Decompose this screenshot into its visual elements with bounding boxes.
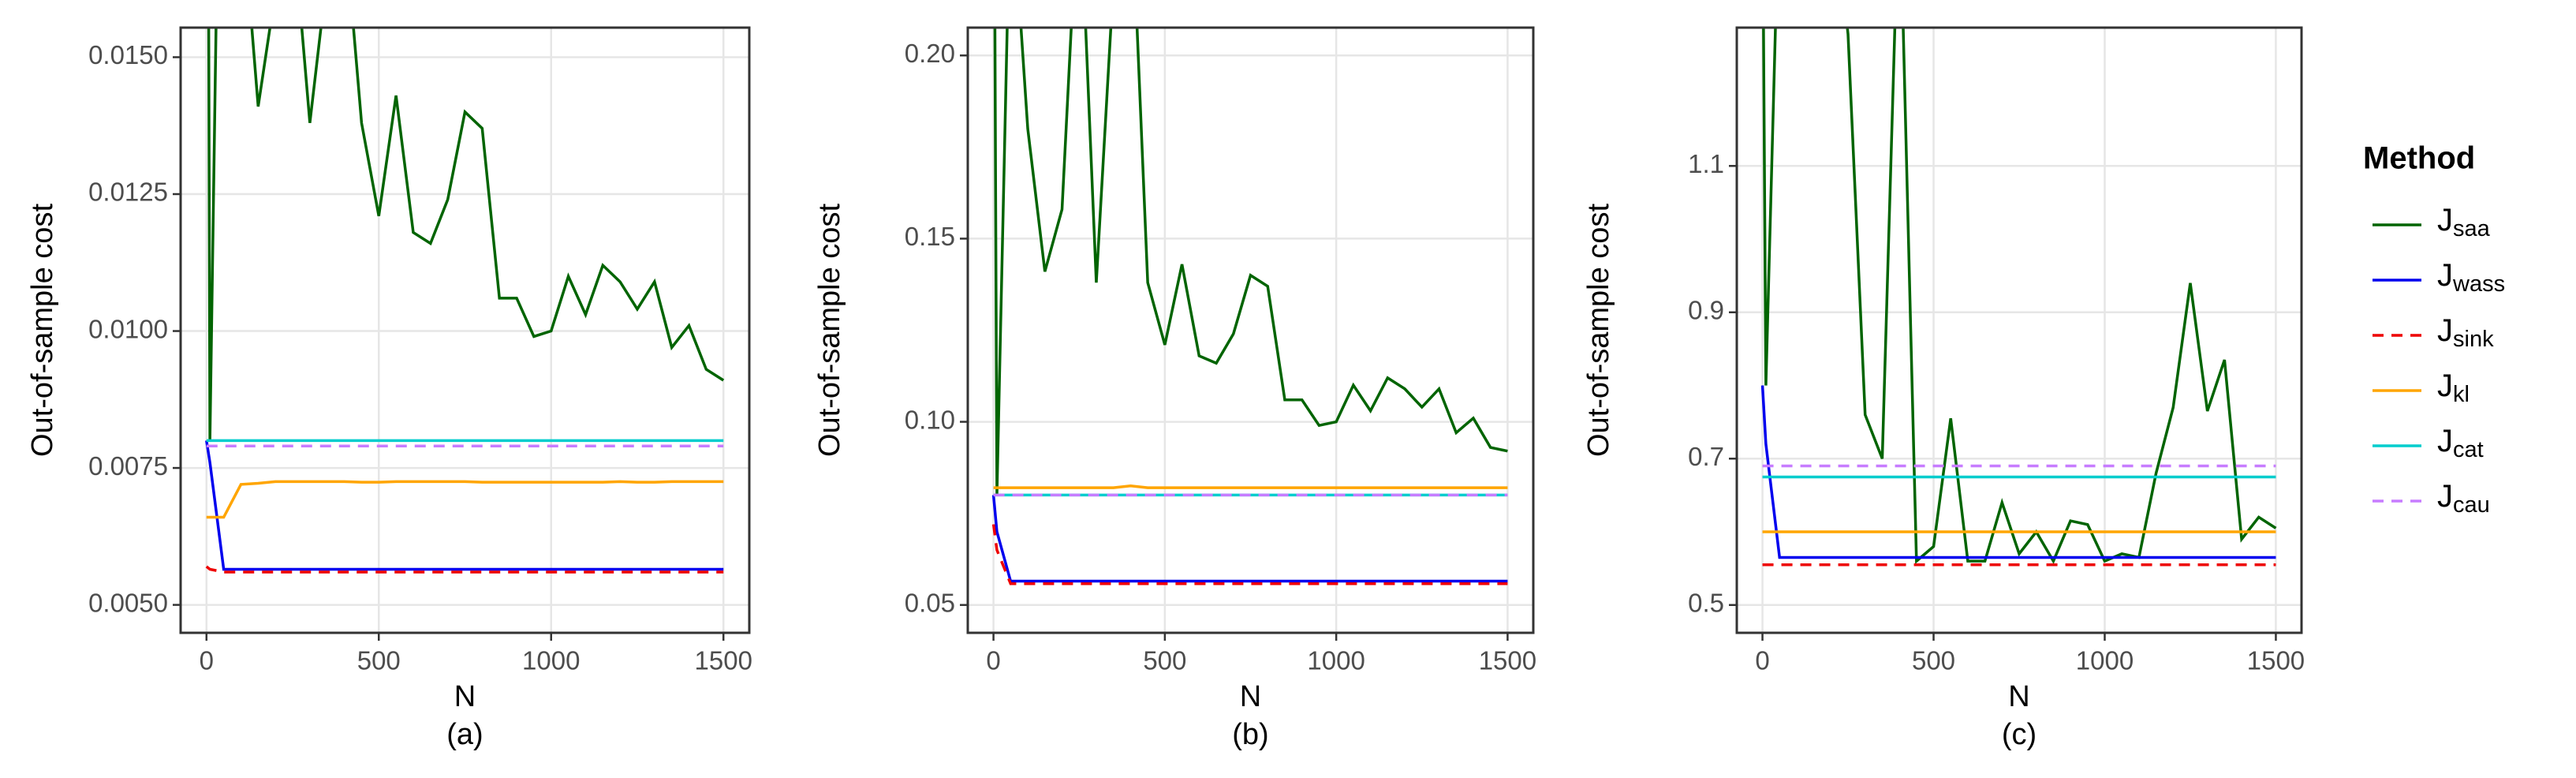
panel-caption: (a) bbox=[446, 718, 483, 751]
plot-background bbox=[968, 28, 1533, 633]
x-tick-label: 0 bbox=[986, 646, 1000, 675]
y-tick-label: 0.7 bbox=[1688, 442, 1724, 471]
legend-label: Jwass bbox=[2437, 258, 2505, 297]
series-line bbox=[207, 28, 725, 441]
plot-lines bbox=[991, 28, 1508, 585]
y-tick-label: 0.0100 bbox=[88, 314, 168, 343]
y-tick-label: 0.15 bbox=[905, 222, 955, 251]
series-line bbox=[991, 524, 1508, 585]
legend-title: Method bbox=[2363, 141, 2475, 176]
series-line bbox=[991, 495, 1508, 583]
y-tick-label: 0.20 bbox=[905, 39, 955, 68]
legend-label: Jkl bbox=[2437, 368, 2470, 407]
panel-border bbox=[179, 26, 751, 634]
panel-border bbox=[966, 26, 1535, 634]
x-tick-label: 1000 bbox=[1307, 646, 1365, 675]
panel-caption: (c) bbox=[2002, 718, 2037, 751]
panel-caption: (b) bbox=[1232, 718, 1268, 751]
x-tick-label: 0 bbox=[200, 646, 214, 675]
plot-background bbox=[1737, 28, 2302, 633]
y-tick-label: 1.1 bbox=[1688, 149, 1724, 178]
y-tick-label: 0.9 bbox=[1688, 295, 1724, 324]
x-axis-title: N bbox=[2008, 680, 2029, 713]
x-tick-label: 1500 bbox=[695, 646, 752, 675]
x-tick-label: 500 bbox=[357, 646, 401, 675]
y-axis-title: Out-of-sample cost bbox=[26, 204, 59, 457]
series-line bbox=[1760, 385, 2276, 559]
series-line bbox=[993, 28, 1508, 496]
x-axis-title: N bbox=[454, 680, 476, 713]
y-tick-label: 0.05 bbox=[905, 588, 955, 617]
series-line bbox=[206, 480, 724, 519]
x-tick-label: 0 bbox=[1755, 646, 1769, 675]
x-tick-label: 500 bbox=[1912, 646, 1955, 675]
y-tick-label: 0.10 bbox=[905, 405, 955, 434]
legend-label: Jcat bbox=[2437, 424, 2484, 462]
series-line bbox=[205, 565, 724, 574]
y-tick-label: 0.0075 bbox=[88, 451, 168, 481]
y-axis-title: Out-of-sample cost bbox=[1582, 204, 1615, 457]
panel-border bbox=[1735, 26, 2303, 634]
series-line bbox=[205, 440, 724, 571]
plot-lines bbox=[1760, 28, 2277, 567]
y-tick-label: 0.0050 bbox=[88, 588, 168, 617]
x-tick-label: 500 bbox=[1143, 646, 1186, 675]
plot-lines bbox=[205, 28, 725, 574]
y-axis-title: Out-of-sample cost bbox=[813, 204, 846, 457]
series-line bbox=[1762, 28, 2277, 564]
legend-label: Jsaa bbox=[2437, 203, 2491, 241]
y-tick-label: 0.0125 bbox=[88, 178, 168, 207]
x-axis-title: N bbox=[1240, 680, 1261, 713]
y-tick-label: 0.5 bbox=[1688, 588, 1724, 617]
x-tick-label: 1000 bbox=[522, 646, 580, 675]
legend-label: Jsink bbox=[2437, 313, 2494, 352]
series-line bbox=[993, 484, 1508, 489]
legend-label: Jcau bbox=[2437, 479, 2490, 518]
x-tick-label: 1000 bbox=[2076, 646, 2134, 675]
x-tick-label: 1500 bbox=[2247, 646, 2305, 675]
y-tick-label: 0.0150 bbox=[88, 40, 168, 69]
x-tick-label: 1500 bbox=[1479, 646, 1536, 675]
